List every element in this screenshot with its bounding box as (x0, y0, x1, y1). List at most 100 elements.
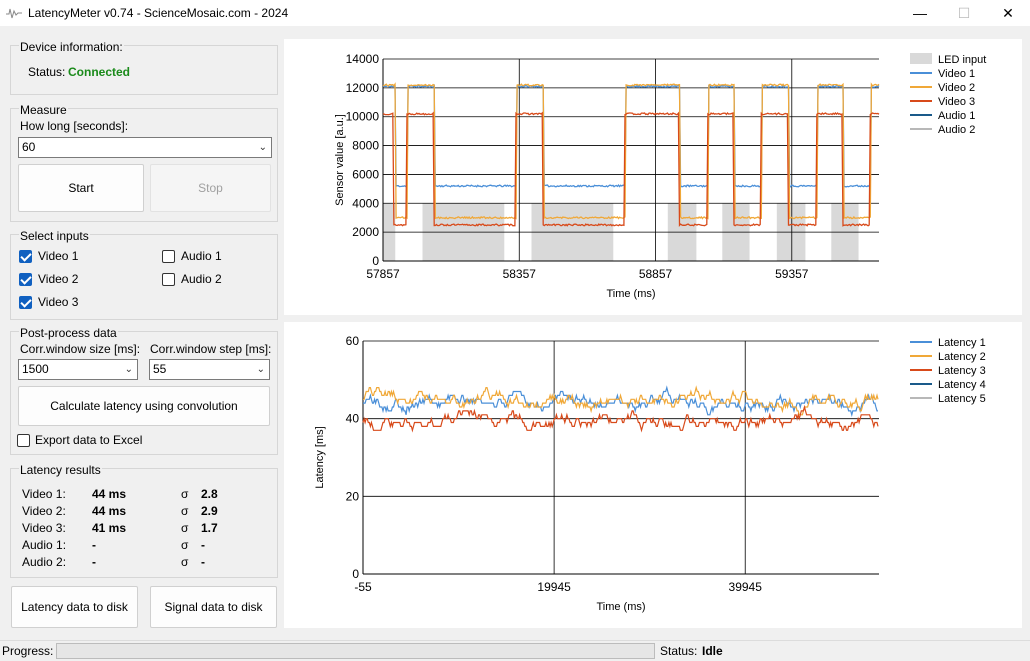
how-long-value: 60 (22, 140, 36, 154)
result-value: 44 ms (92, 504, 127, 518)
video3-checkbox[interactable] (19, 296, 32, 309)
select-inputs-group: Select inputs Video 1 Video 2 Video 3 Au… (10, 229, 278, 320)
stop-button[interactable]: Stop (150, 164, 271, 212)
video1-checkbox[interactable] (19, 250, 32, 263)
signal-to-disk-button[interactable]: Signal data to disk (150, 586, 277, 628)
status-label: Status: (660, 644, 698, 658)
legend-label: Video 3 (938, 96, 975, 108)
latency-chart: 0 20 40 60 -55 19945 39945 Time (ms) Latency [ms… (314, 334, 986, 613)
latency-plot-panel: 0 20 40 60 -55 19945 39945 Time (ms) Latency [ms… (284, 322, 1022, 628)
video2-label[interactable]: Video 2 (38, 272, 79, 286)
y-tick-label: 8000 (352, 139, 379, 153)
status-value: Idle (702, 644, 723, 658)
sigma-symbol: σ (181, 504, 189, 518)
start-button[interactable]: Start (18, 164, 144, 212)
export-excel-label[interactable]: Export data to Excel (35, 433, 143, 447)
series-line-video3 (382, 111, 880, 227)
result-value: - (92, 555, 96, 569)
legend-label: Video 1 (938, 68, 975, 80)
x-tick-label: 39945 (729, 580, 763, 594)
result-sd: - (201, 555, 205, 569)
x-tick-label: 57857 (366, 267, 400, 281)
legend-label: Video 2 (938, 82, 975, 94)
legend-label: LED input (938, 54, 986, 66)
y-axis-title: Latency [ms] (314, 426, 326, 488)
x-tick-label: 19945 (537, 580, 571, 594)
y-tick-label: 6000 (352, 167, 379, 181)
y-tick-label: 60 (346, 334, 360, 348)
sigma-symbol: σ (181, 487, 189, 501)
window-size-select[interactable]: 1500 ⌄ (18, 359, 138, 380)
audio1-checkbox[interactable] (162, 250, 175, 263)
y-tick-label: 20 (346, 489, 360, 503)
result-sd: 2.9 (201, 504, 218, 518)
minimize-button[interactable]: — (913, 5, 927, 21)
device-status-value: Connected (68, 65, 131, 79)
y-tick-label: 12000 (346, 81, 380, 95)
sensor-chart: 0 2000 4000 6000 8000 10000 12000 14000 57857 583… (334, 52, 986, 300)
window-step-select[interactable]: 55 ⌄ (149, 359, 270, 380)
y-tick-label: 14000 (346, 52, 380, 66)
y-tick-label: 0 (352, 567, 359, 581)
select-inputs-label: Select inputs (19, 229, 90, 243)
latency-to-disk-button[interactable]: Latency data to disk (11, 586, 138, 628)
device-info-group: Device information: Status: Connected (10, 40, 278, 95)
x-axis-title: Time (ms) (606, 288, 655, 300)
measure-label: Measure (19, 103, 68, 117)
legend-label: Latency 1 (938, 337, 986, 349)
export-excel-checkbox[interactable] (17, 434, 30, 447)
status-bar: Progress: Status: Idle (0, 640, 1030, 661)
legend-label: Audio 2 (938, 124, 975, 136)
latency-results-label: Latency results (19, 463, 102, 477)
chevron-down-icon: ⌄ (124, 364, 133, 375)
postprocess-group: Post-process data Corr.window size [ms]:… (10, 326, 278, 455)
video3-label[interactable]: Video 3 (38, 295, 79, 309)
x-tick-label: 58857 (639, 267, 673, 281)
maximize-button[interactable]: ☐ (957, 5, 971, 21)
device-status-label: Status: (28, 65, 66, 79)
audio1-label[interactable]: Audio 1 (181, 249, 222, 263)
sigma-symbol: σ (181, 521, 189, 535)
window-size-label: Corr.window size [ms]: (20, 342, 141, 356)
postprocess-label: Post-process data (19, 326, 118, 340)
result-name: Video 1: (22, 487, 66, 501)
y-tick-label: 40 (346, 412, 360, 426)
series-line-latency1 (363, 385, 878, 418)
result-name: Audio 1: (22, 538, 67, 552)
sensor-plot-panel: 0 2000 4000 6000 8000 10000 12000 14000 57857 583… (284, 39, 1022, 315)
how-long-select[interactable]: 60 ⌄ (18, 137, 272, 158)
device-info-label: Device information: (19, 40, 124, 54)
result-name: Video 3: (22, 521, 66, 535)
legend-swatch (910, 53, 932, 64)
progress-bar (56, 643, 655, 659)
close-button[interactable]: ✕ (1002, 5, 1014, 21)
video2-checkbox[interactable] (19, 273, 32, 286)
how-long-label: How long [seconds]: (20, 119, 129, 133)
y-tick-label: 10000 (346, 110, 380, 124)
sigma-symbol: σ (181, 538, 189, 552)
y-tick-label: 0 (372, 254, 379, 268)
audio2-label[interactable]: Audio 2 (181, 272, 222, 286)
result-value: 44 ms (92, 487, 127, 501)
audio2-checkbox[interactable] (162, 273, 175, 286)
y-tick-label: 2000 (352, 225, 379, 239)
window-step-label: Corr.window step [ms]: (150, 342, 272, 356)
chevron-down-icon: ⌄ (258, 142, 267, 153)
video1-label[interactable]: Video 1 (38, 249, 79, 263)
progress-label: Progress: (2, 644, 54, 658)
result-value: - (92, 538, 96, 552)
legend-label: Audio 1 (938, 110, 975, 122)
legend-label: Latency 2 (938, 351, 986, 363)
result-sd: - (201, 538, 205, 552)
series-line-latency3 (362, 404, 879, 433)
chevron-down-icon: ⌄ (256, 364, 265, 375)
result-sd: 2.8 (201, 487, 218, 501)
x-tick-label: 58357 (503, 267, 537, 281)
y-tick-label: 4000 (352, 196, 379, 210)
series-line-video2 (382, 82, 880, 220)
calculate-latency-button[interactable]: Calculate latency using convolution (18, 386, 270, 426)
x-tick-label: -55 (354, 580, 372, 594)
measure-group: Measure How long [seconds]: 60 ⌄ Start S… (10, 103, 278, 222)
x-axis-title: Time (ms) (596, 601, 645, 613)
result-name: Audio 2: (22, 555, 67, 569)
